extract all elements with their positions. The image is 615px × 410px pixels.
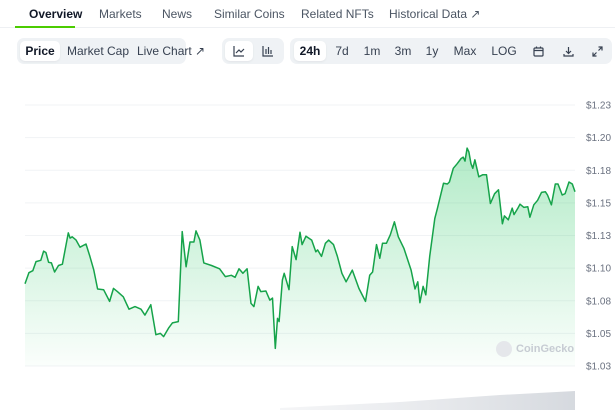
coingecko-logo-icon — [496, 341, 512, 357]
line-chart-button[interactable] — [225, 41, 253, 61]
download-icon — [562, 47, 574, 57]
date-range-button[interactable] — [528, 41, 548, 61]
tab-markets[interactable]: Markets — [99, 7, 142, 21]
candlestick-chart-button[interactable] — [254, 41, 282, 61]
y-tick-label: $1.03 — [586, 362, 611, 373]
tab-bar: Overview Markets News Similar Coins Rela… — [0, 0, 615, 28]
log-scale-button[interactable]: LOG — [491, 44, 517, 58]
external-link-icon: ↗ — [195, 44, 206, 58]
time-range-group: 24h 7d 1m 3m 1y Max LOG — [290, 38, 612, 64]
tab-related-nfts[interactable]: Related NFTs — [301, 7, 374, 21]
market-cap-button[interactable]: Market Cap — [66, 44, 130, 58]
metric-toggle-group: Price Market Cap Live Chart ↗ — [17, 38, 205, 64]
tab-historical-data-label: Historical Data — [389, 7, 468, 21]
y-tick-label: $1.05 — [586, 329, 611, 340]
price-area-fill — [25, 148, 575, 366]
watermark-text: CoinGecko — [516, 343, 575, 355]
y-tick-label: $1.15 — [586, 198, 611, 209]
range-1m[interactable]: 1m — [363, 44, 381, 58]
range-3m[interactable]: 3m — [394, 44, 412, 58]
y-tick-label: $1.10 — [586, 264, 611, 275]
y-tick-label: $1.08 — [586, 296, 611, 307]
tab-news[interactable]: News — [162, 7, 193, 21]
y-tick-label: $1.13 — [586, 231, 611, 242]
range-24h[interactable]: 24h — [294, 41, 326, 61]
price-line — [24, 147, 576, 350]
tab-historical-data[interactable]: Historical Data ↗ — [389, 7, 480, 21]
y-tick-label: $1.20 — [586, 133, 611, 144]
fullscreen-button[interactable] — [587, 41, 607, 61]
download-button[interactable] — [558, 41, 578, 61]
volume-bars — [280, 391, 575, 410]
chart-type-group — [222, 38, 284, 64]
candlestick-chart-icon — [262, 46, 273, 57]
live-chart-label: Live Chart — [137, 44, 192, 58]
range-1y[interactable]: 1y — [425, 44, 439, 58]
active-tab-indicator — [15, 26, 75, 28]
line-chart-icon — [233, 46, 245, 57]
tab-overview[interactable]: Overview — [29, 7, 83, 21]
external-link-icon: ↗ — [470, 7, 481, 21]
calendar-icon — [532, 46, 544, 57]
live-chart-button[interactable]: Live Chart ↗ — [137, 41, 211, 61]
y-tick-label: $1.23 — [586, 101, 611, 112]
y-tick-label: $1.18 — [586, 166, 611, 177]
expand-icon — [591, 46, 603, 57]
price-button[interactable]: Price — [20, 41, 60, 61]
coingecko-watermark: CoinGecko — [496, 341, 574, 357]
range-7d[interactable]: 7d — [335, 44, 349, 58]
tab-similar-coins[interactable]: Similar Coins — [214, 7, 285, 21]
range-max[interactable]: Max — [453, 44, 477, 58]
